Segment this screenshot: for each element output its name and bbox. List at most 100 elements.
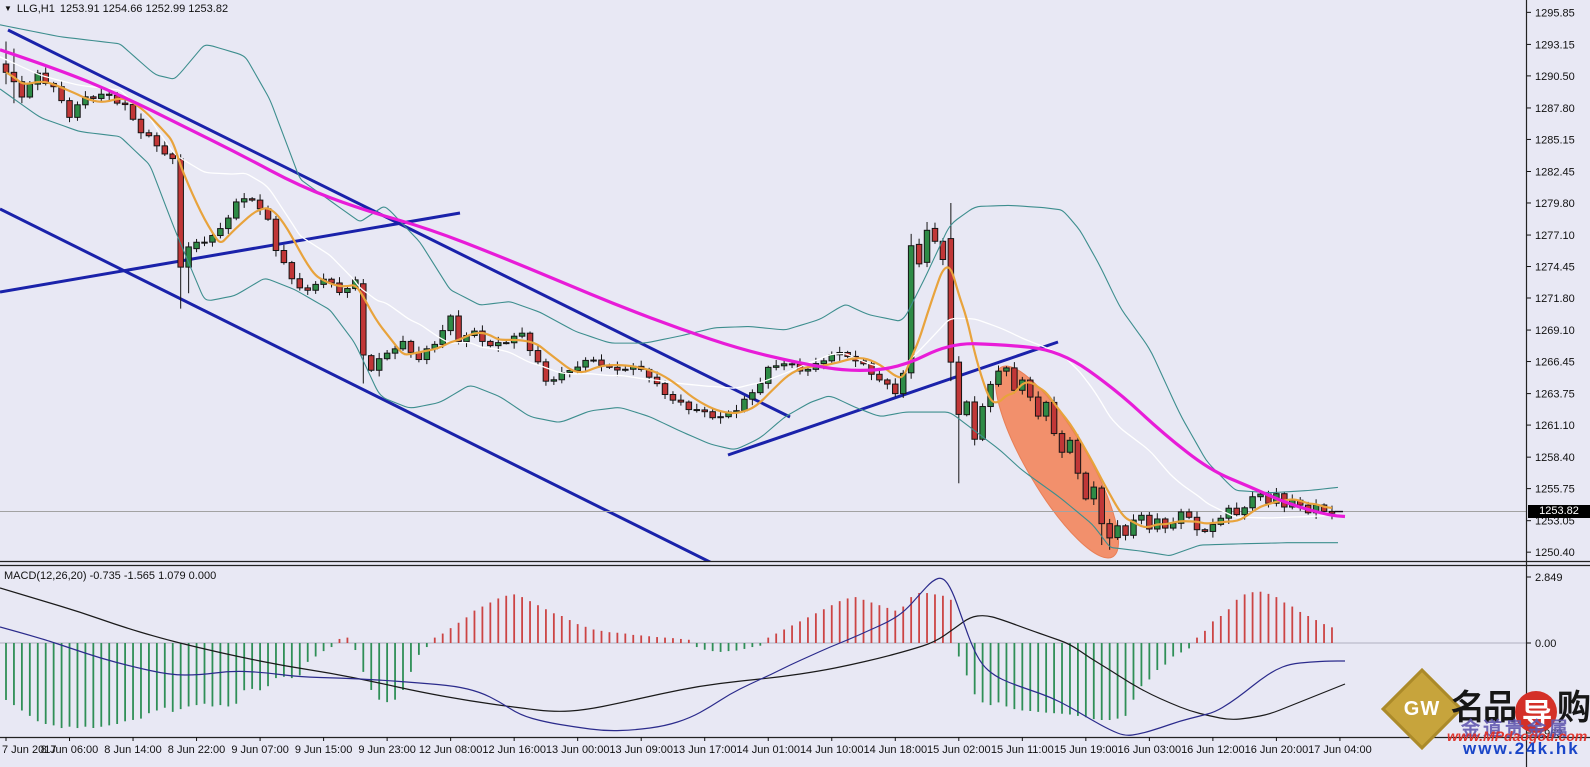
- price-axis-label: 1255.75: [1535, 484, 1575, 496]
- candle-body: [145, 132, 153, 137]
- candle-body: [1146, 514, 1153, 530]
- candle-body: [90, 96, 97, 99]
- price-axis-label: 1277.10: [1535, 230, 1575, 242]
- candle-body: [550, 379, 558, 382]
- candle-body: [1138, 514, 1145, 521]
- candle-body: [479, 330, 486, 342]
- price-axis-label: 1269.10: [1535, 325, 1575, 337]
- candle-body: [907, 245, 915, 374]
- candle-body: [542, 361, 550, 382]
- candle-body: [1074, 439, 1082, 474]
- candle-body: [129, 104, 137, 120]
- candle-body: [685, 401, 693, 411]
- candle-body: [201, 241, 208, 244]
- candle-body: [248, 198, 256, 201]
- candle-body: [947, 238, 955, 363]
- candle-body: [709, 411, 716, 419]
- candle-body: [1185, 511, 1193, 518]
- candle-body: [749, 392, 756, 400]
- price-axis-label: 1266.45: [1535, 357, 1575, 369]
- macd-axis-label: 0.963: [1535, 728, 1563, 740]
- candle-body: [534, 350, 542, 363]
- candle-body: [1082, 472, 1090, 500]
- candle-body: [582, 359, 589, 368]
- symbol-name: LLG,H1: [16, 3, 55, 15]
- trendlines: [0, 28, 1059, 561]
- candle-body: [487, 340, 494, 347]
- candle-body: [391, 348, 399, 354]
- candle-body: [979, 406, 986, 440]
- candle-body: [915, 243, 923, 265]
- price-axis-label: 1250.40: [1535, 547, 1575, 559]
- price-axis[interactable]: 1295.85 1293.15 1290.50 1287.80 1285.15 1282.…: [1527, 7, 1575, 559]
- candle-body: [701, 409, 708, 413]
- candle-body: [82, 96, 89, 106]
- candle-body: [931, 227, 939, 242]
- time-axis-label: 8 Jun 22:00: [168, 744, 226, 756]
- candle-body: [217, 228, 224, 237]
- macd-axis[interactable]: 2.849 0.00 0.963: [1527, 572, 1563, 740]
- candle-body: [296, 278, 304, 289]
- candle-body: [1058, 433, 1066, 453]
- price-axis-label: 1274.45: [1535, 262, 1575, 274]
- current-price-badge: 1253.82: [1528, 505, 1590, 518]
- candle-body: [518, 332, 526, 337]
- time-axis-label: 13 Jun 17:00: [673, 744, 737, 756]
- candle-body: [1193, 516, 1201, 531]
- candle-body: [1027, 379, 1034, 398]
- candle-body: [955, 361, 963, 415]
- candle-body: [360, 283, 367, 356]
- macd-panel: [0, 577, 1527, 736]
- candle-body: [772, 365, 780, 368]
- time-axis-label: 16 Jun 03:00: [1118, 744, 1182, 756]
- candle-body: [1011, 367, 1018, 391]
- candle-body: [757, 382, 764, 394]
- candle-body: [399, 340, 407, 350]
- macd-axis-label: 2.849: [1535, 572, 1563, 584]
- candle-body: [312, 283, 319, 291]
- candle-body: [495, 342, 502, 347]
- candle-body: [225, 217, 232, 230]
- candle-body: [1122, 525, 1129, 536]
- candle-body: [280, 250, 288, 264]
- macd-main-line: [0, 577, 1345, 736]
- candle-body: [828, 354, 836, 362]
- bollinger-bands: [0, 24, 1339, 556]
- triangle-down-icon[interactable]: ▼: [4, 4, 12, 13]
- candle-body: [177, 158, 184, 268]
- price-axis-label: 1279.80: [1535, 198, 1575, 210]
- candle-body: [1003, 367, 1010, 372]
- candle-body: [233, 201, 240, 219]
- candle-body: [590, 359, 597, 362]
- time-axis-label: 12 Jun 08:00: [419, 744, 483, 756]
- candle-body: [209, 235, 216, 243]
- candle-body: [598, 359, 605, 366]
- candle-body: [2, 63, 10, 73]
- candle-body: [899, 372, 907, 395]
- candle-body: [383, 352, 391, 360]
- price-axis-label: 1293.15: [1535, 39, 1575, 51]
- candle-body: [788, 363, 796, 366]
- candle-body: [1034, 396, 1042, 417]
- price-axis-label: 1253.05: [1535, 516, 1575, 528]
- trendline: [0, 207, 712, 561]
- candle-body: [1130, 519, 1137, 536]
- candle-body: [741, 398, 748, 412]
- bollinger-middle: [0, 56, 1339, 519]
- candle-body: [137, 118, 145, 134]
- main-chart-panel: [0, 24, 1527, 561]
- time-axis-label: 9 Jun 23:00: [358, 744, 416, 756]
- macd-values: -0.735 -1.565 1.079 0.000: [89, 570, 217, 582]
- candle-body: [256, 199, 264, 210]
- candle-body: [1177, 511, 1185, 524]
- candle-body: [240, 198, 248, 203]
- candle-body: [804, 368, 812, 372]
- candle-body: [963, 401, 970, 416]
- time-axis-label: 15 Jun 02:00: [927, 744, 991, 756]
- candle-body: [971, 401, 978, 440]
- candle-body: [717, 416, 724, 419]
